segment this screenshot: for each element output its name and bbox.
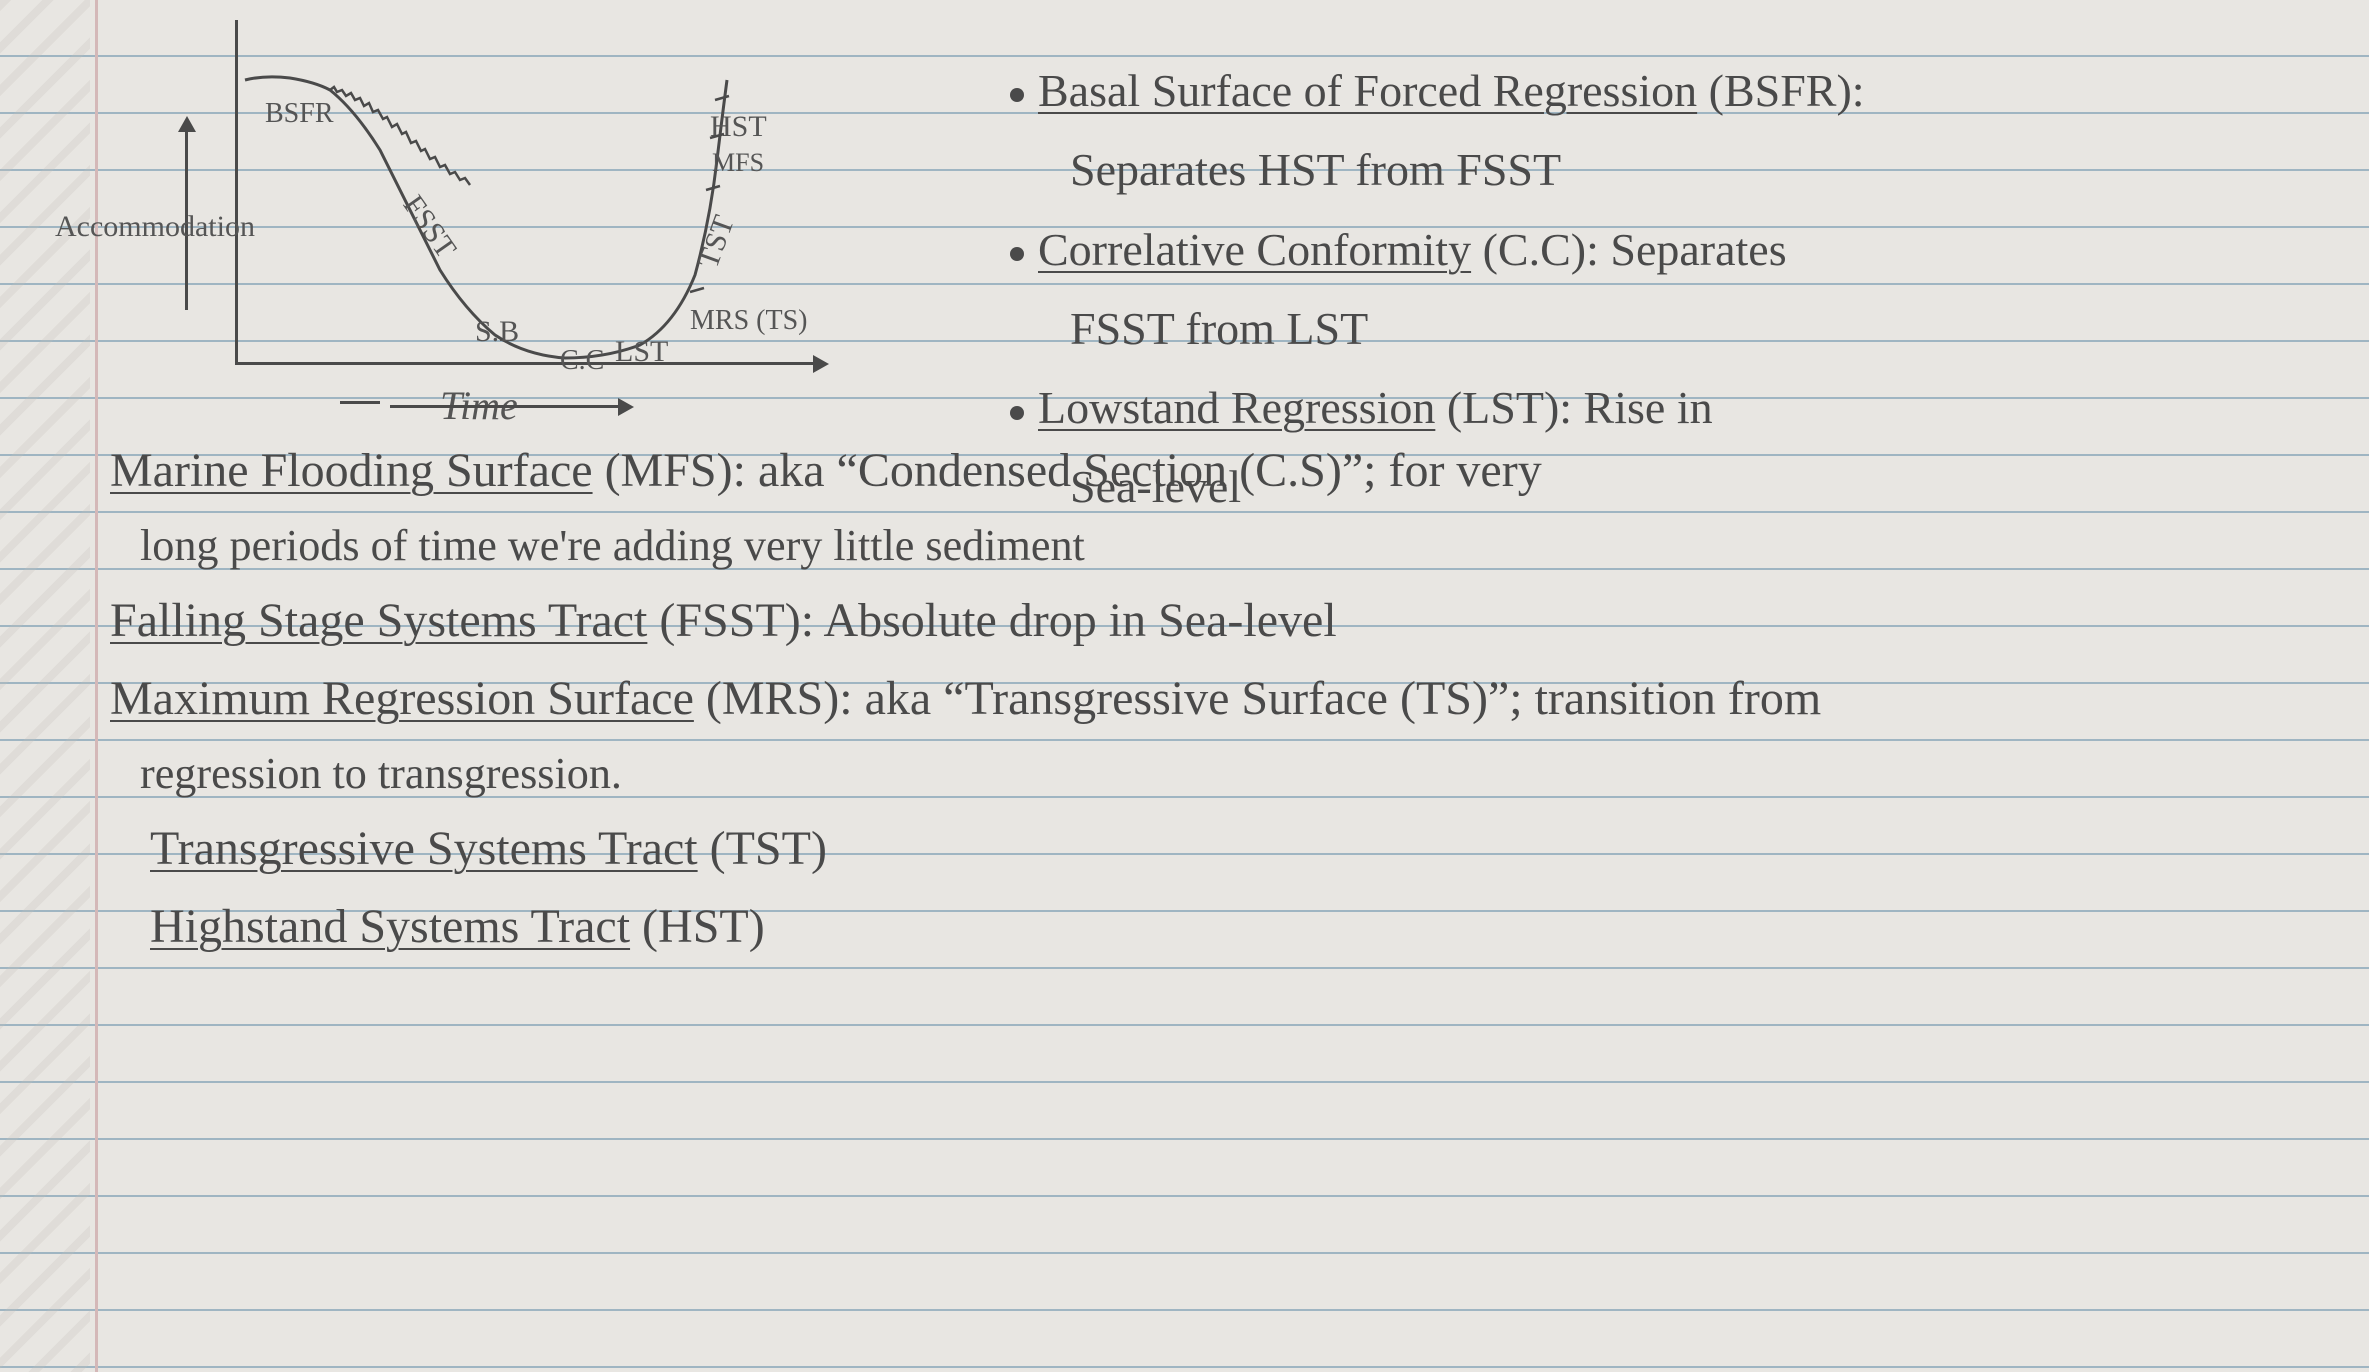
- note-line: Transgressive Systems Tract (TST): [110, 813, 2329, 885]
- term: Lowstand Regression: [1038, 382, 1435, 433]
- definition-tail: Rise in: [1572, 382, 1713, 433]
- note-line: Correlative Conformity (C.C): Separates: [1010, 214, 2339, 285]
- term: Basal Surface of Forced Regression: [1038, 65, 1697, 116]
- curve-label: LST: [615, 335, 668, 369]
- continuation-text: long periods of time we're adding very l…: [140, 521, 1085, 570]
- term: Maximum Regression Surface: [110, 672, 694, 725]
- note-line: Separates HST from FSST: [1010, 134, 2339, 205]
- term: Highstand Systems Tract: [150, 900, 630, 953]
- curve-label: MRS (TS): [690, 305, 807, 337]
- term: Correlative Conformity: [1038, 224, 1471, 275]
- note-line: Falling Stage Systems Tract (FSST): Abso…: [110, 585, 2329, 657]
- term: Marine Flooding Surface: [110, 444, 593, 497]
- abbr: (LST):: [1435, 382, 1572, 433]
- note-line: Marine Flooding Surface (MFS): aka “Cond…: [110, 435, 2329, 507]
- bullet-icon: [1010, 88, 1024, 102]
- note-line: Lowstand Regression (LST): Rise in: [1010, 372, 2339, 443]
- curve-label: C.C: [560, 345, 604, 377]
- abbr: (MRS):: [694, 672, 853, 725]
- abbr: (MFS):: [593, 444, 746, 497]
- term: Transgressive Systems Tract: [150, 822, 698, 875]
- curve-label: BSFR: [265, 98, 334, 130]
- definition-tail: Separates: [1599, 224, 1787, 275]
- curve-jagged-fsst: [330, 87, 470, 185]
- definition-text: FSST from LST: [1070, 303, 1368, 354]
- curve-label: MFS: [712, 148, 764, 178]
- curve-label: HST: [710, 110, 767, 144]
- definition-tail: Absolute drop in Sea-level: [814, 594, 1337, 647]
- definition-tail: aka “Condensed Section (C.S)”; for very: [746, 444, 1542, 497]
- abbr: (TST): [698, 822, 827, 875]
- note-line: long periods of time we're adding very l…: [110, 513, 2329, 579]
- curve-label: S.B: [475, 315, 519, 349]
- note-line: Basal Surface of Forced Regression (BSFR…: [1010, 55, 2339, 126]
- term: Falling Stage Systems Tract: [110, 594, 647, 647]
- note-line: Maximum Regression Surface (MRS): aka “T…: [110, 663, 2329, 735]
- bullet-icon: [1010, 247, 1024, 261]
- accommodation-time-diagram: Accommodation Time BSFRFSSTS.BC.CLSTMRS …: [130, 10, 950, 420]
- note-line: FSST from LST: [1010, 293, 2339, 364]
- abbr: (C.C):: [1471, 224, 1599, 275]
- definition-text: Separates HST from FSST: [1070, 144, 1561, 195]
- abbr: (FSST):: [647, 594, 814, 647]
- page-content: Accommodation Time BSFRFSSTS.BC.CLSTMRS …: [0, 0, 2369, 1372]
- abbr: (BSFR):: [1697, 65, 1864, 116]
- continuation-text: regression to transgression.: [140, 749, 622, 798]
- bullet-icon: [1010, 406, 1024, 420]
- note-line: Highstand Systems Tract (HST): [110, 891, 2329, 963]
- abbr: (HST): [630, 900, 765, 953]
- y-axis-label: Accommodation: [55, 210, 255, 244]
- bottom-notes: Marine Flooding Surface (MFS): aka “Cond…: [110, 435, 2329, 969]
- definition-tail: aka “Transgressive Surface (TS)”; transi…: [853, 672, 1822, 725]
- note-line: regression to transgression.: [110, 741, 2329, 807]
- x-axis-arrow: [390, 405, 620, 408]
